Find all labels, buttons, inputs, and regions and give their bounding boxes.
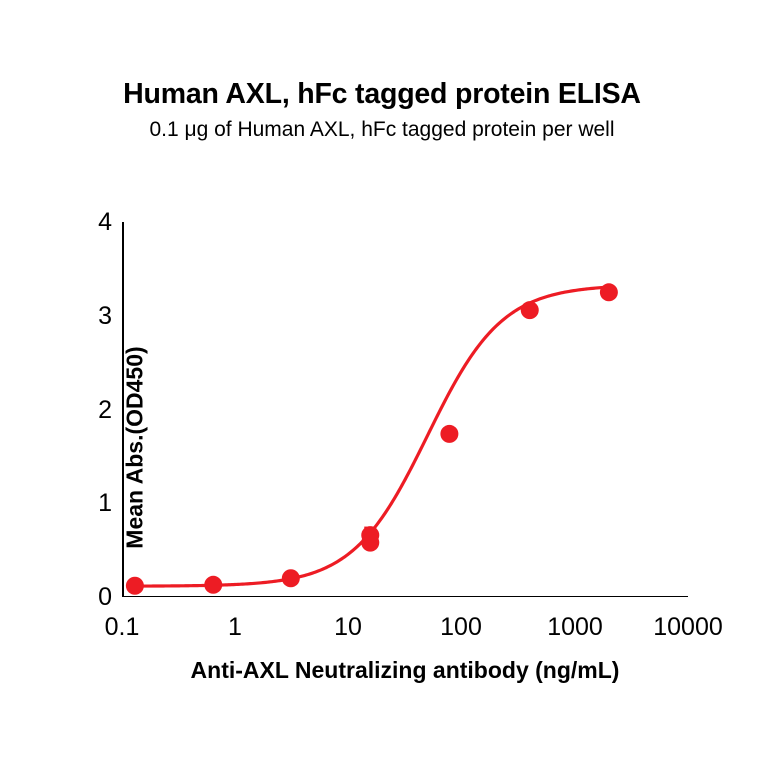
y-tick-label-0: 0 xyxy=(98,583,112,611)
data-point xyxy=(520,301,539,320)
y-tick-label-1: 1 xyxy=(98,489,112,517)
plot-svg xyxy=(122,222,688,597)
data-point xyxy=(125,576,144,595)
x-tick-label-10000: 10000 xyxy=(653,613,723,641)
data-point xyxy=(361,533,380,552)
data-point xyxy=(440,424,459,443)
y-axis-label: Mean Abs.(OD450) xyxy=(121,346,148,549)
y-tick-label-2: 2 xyxy=(98,396,112,424)
chart-subtitle: 0.1 μg of Human AXL, hFc tagged protein … xyxy=(149,118,615,141)
y-tick-label-4: 4 xyxy=(98,208,112,236)
chart-title: Human AXL, hFc tagged protein ELISA xyxy=(123,78,641,110)
x-tick-label-1000: 1000 xyxy=(547,613,603,641)
data-point xyxy=(599,283,618,302)
axis-spines xyxy=(122,222,688,597)
data-point xyxy=(281,569,300,588)
x-tick-label-0p1: 0.1 xyxy=(104,613,140,641)
x-axis-label: Anti-AXL Neutralizing antibody (ng/mL) xyxy=(190,657,620,683)
plot-area: Mean Abs.(OD450) Anti-AXL Neutralizing a… xyxy=(122,222,688,683)
y-tick-label-3: 3 xyxy=(98,302,112,330)
data-points xyxy=(125,283,618,595)
x-tick-label-10: 10 xyxy=(334,613,362,641)
data-point xyxy=(204,575,223,594)
x-tick-label-100: 100 xyxy=(440,613,482,641)
x-tick-label-1: 1 xyxy=(228,613,242,641)
